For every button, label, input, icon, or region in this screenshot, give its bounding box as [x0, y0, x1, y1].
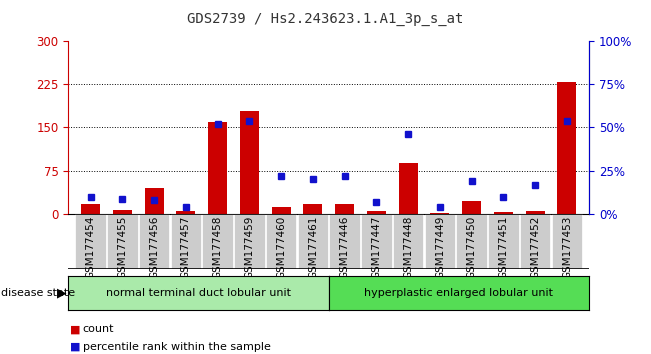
Text: GSM177456: GSM177456: [149, 216, 159, 279]
Bar: [393, 214, 423, 269]
Bar: [208, 122, 227, 214]
Bar: [234, 214, 264, 269]
Text: GSM177461: GSM177461: [308, 216, 318, 279]
Bar: [271, 207, 290, 214]
Bar: [398, 163, 418, 214]
Text: count: count: [83, 324, 114, 334]
Text: GSM177446: GSM177446: [340, 216, 350, 279]
Text: GSM177451: GSM177451: [499, 216, 508, 279]
Bar: [520, 214, 550, 269]
Text: GSM177449: GSM177449: [435, 216, 445, 279]
Text: GSM177453: GSM177453: [562, 216, 572, 279]
Text: GSM177459: GSM177459: [244, 216, 255, 279]
Bar: [361, 214, 392, 269]
Bar: [107, 214, 137, 269]
Bar: [145, 188, 163, 214]
Bar: [494, 212, 513, 214]
Bar: [81, 204, 100, 214]
Bar: [266, 214, 296, 269]
Text: GSM177448: GSM177448: [403, 216, 413, 279]
Bar: [525, 211, 545, 214]
Text: normal terminal duct lobular unit: normal terminal duct lobular unit: [106, 288, 291, 298]
Bar: [424, 214, 455, 269]
Bar: [462, 201, 481, 214]
Text: GSM177454: GSM177454: [85, 216, 96, 279]
Bar: [176, 211, 195, 214]
Text: ▶: ▶: [57, 286, 67, 299]
Bar: [76, 214, 106, 269]
Bar: [488, 214, 519, 269]
Text: GSM177447: GSM177447: [371, 216, 381, 279]
Bar: [202, 214, 233, 269]
Bar: [298, 214, 328, 269]
Text: GSM177455: GSM177455: [117, 216, 128, 279]
Text: GSM177452: GSM177452: [530, 216, 540, 279]
Bar: [139, 214, 169, 269]
Text: GSM177458: GSM177458: [213, 216, 223, 279]
Bar: [113, 210, 132, 214]
Text: disease state: disease state: [1, 288, 76, 298]
Text: percentile rank within the sample: percentile rank within the sample: [83, 342, 271, 352]
Bar: [430, 213, 449, 214]
Bar: [367, 211, 386, 214]
Bar: [171, 214, 201, 269]
Text: hyperplastic enlarged lobular unit: hyperplastic enlarged lobular unit: [365, 288, 553, 298]
Bar: [335, 204, 354, 214]
Text: ■: ■: [70, 324, 81, 334]
Text: GSM177457: GSM177457: [181, 216, 191, 279]
Text: GDS2739 / Hs2.243623.1.A1_3p_s_at: GDS2739 / Hs2.243623.1.A1_3p_s_at: [187, 12, 464, 27]
Bar: [551, 214, 582, 269]
Text: GSM177460: GSM177460: [276, 216, 286, 279]
Bar: [303, 204, 322, 214]
Text: GSM177450: GSM177450: [467, 216, 477, 279]
Bar: [329, 214, 360, 269]
Bar: [557, 82, 576, 214]
Bar: [456, 214, 487, 269]
Bar: [240, 111, 259, 214]
Text: ■: ■: [70, 342, 81, 352]
